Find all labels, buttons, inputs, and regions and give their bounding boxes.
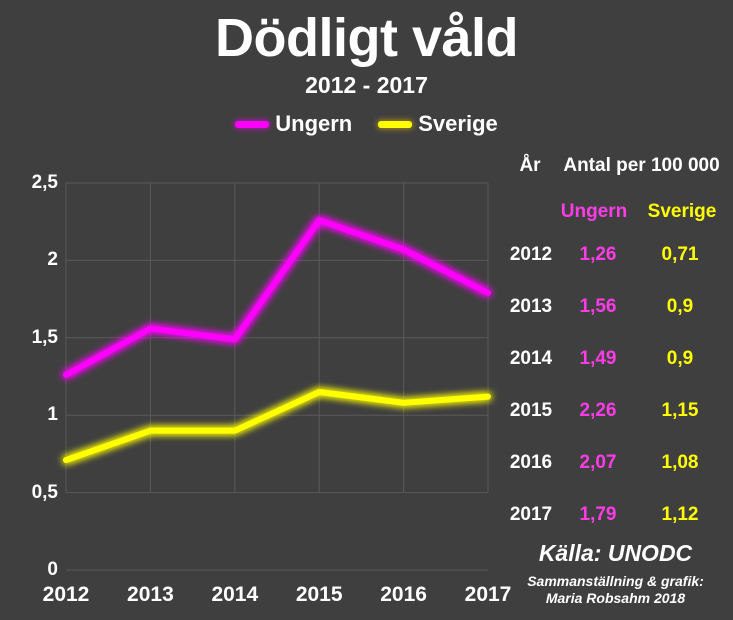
legend-swatch-ungern	[235, 120, 270, 128]
chart-series-lines	[63, 217, 491, 464]
credit-line-1: Sammanställning & grafik:	[527, 573, 704, 589]
series-line-ungern	[63, 217, 491, 378]
x-axis-tick-label: 2014	[211, 583, 259, 606]
y-axis-tick-label: 2	[47, 249, 58, 271]
y-axis-tick-label: 0,5	[31, 481, 58, 503]
table-row: 2013 1,56 0,9	[498, 295, 733, 322]
legend-item-sverige: Sverige	[378, 112, 498, 136]
x-axis-tick-label: 2012	[42, 583, 90, 606]
table-cell-ungern: 2,26	[579, 400, 617, 421]
table-cell-sverige: 0,71	[661, 244, 699, 265]
table-cell-sverige: 0,9	[666, 296, 694, 317]
data-table: År Antal per 100 000 Ungern Sverige 2012…	[498, 155, 733, 555]
table-header-sverige: Sverige	[647, 201, 717, 222]
table-header-ungern: Ungern	[560, 201, 628, 222]
chart-plot-area: 0 0,5 1 1,5 2 2,5 2012 2013 2014 2015 2016 2017	[0, 150, 512, 620]
chart-gridlines	[65, 182, 489, 571]
table-cell-sverige: 1,15	[661, 400, 699, 421]
chart-legend: Ungern Sverige	[0, 112, 733, 136]
series-line-sverige	[63, 388, 491, 464]
x-axis-tick-label: 2016	[380, 583, 427, 606]
table-cell-sverige: 1,12	[661, 504, 699, 525]
table-cell-ungern: 2,07	[579, 452, 617, 473]
table-cell-ungern: 1,49	[579, 348, 617, 369]
table-cell-sverige: 0,9	[666, 348, 694, 369]
page-subtitle: 2012 - 2017	[305, 72, 428, 98]
table-cell-year: 2015	[509, 400, 553, 421]
table-row: 2017 1,79 1,12	[498, 503, 733, 530]
table-row: 2014 1,49 0,9	[498, 347, 733, 374]
table-cell-year: 2012	[509, 244, 553, 265]
table-cell-sverige: 1,08	[661, 452, 699, 473]
table-row: 2016 2,07 1,08	[498, 451, 733, 478]
table-header-unit: Antal per 100 000	[563, 155, 720, 176]
table-header-year: År	[519, 155, 541, 176]
page-title: Dödligt våld	[215, 8, 519, 68]
table-cell-year: 2016	[509, 452, 553, 473]
legend-swatch-sverige	[378, 120, 413, 128]
table-cell-year: 2014	[509, 348, 553, 369]
x-axis-tick-label: 2015	[295, 583, 343, 606]
credit-line-2: Maria Robsahm 2018	[545, 590, 686, 606]
legend-label-ungern: Ungern	[275, 111, 353, 136]
chart-svg	[63, 182, 491, 571]
x-axis-tick-label: 2013	[127, 583, 174, 606]
table-cell-year: 2017	[509, 504, 553, 525]
table-cell-ungern: 1,79	[579, 504, 617, 525]
table-row: 2012 1,26 0,71	[498, 243, 733, 270]
y-axis-tick-label: 1	[47, 404, 58, 426]
source-label: Källa: UNODC	[538, 540, 693, 566]
legend-label-sverige: Sverige	[418, 111, 498, 136]
y-axis-tick-label: 0	[47, 559, 58, 580]
y-axis-tick-label: 2,5	[31, 172, 58, 193]
y-axis-tick-label: 1,5	[31, 326, 58, 348]
table-cell-ungern: 1,56	[579, 296, 617, 317]
table-row: 2015 2,26 1,15	[498, 399, 733, 426]
legend-item-ungern: Ungern	[235, 112, 352, 136]
x-axis-tick-label: 2017	[464, 583, 512, 606]
credit-label: Sammanställning & grafik: Maria Robsahm …	[498, 573, 733, 607]
table-cell-ungern: 1,26	[579, 244, 617, 265]
table-cell-year: 2013	[509, 296, 553, 317]
